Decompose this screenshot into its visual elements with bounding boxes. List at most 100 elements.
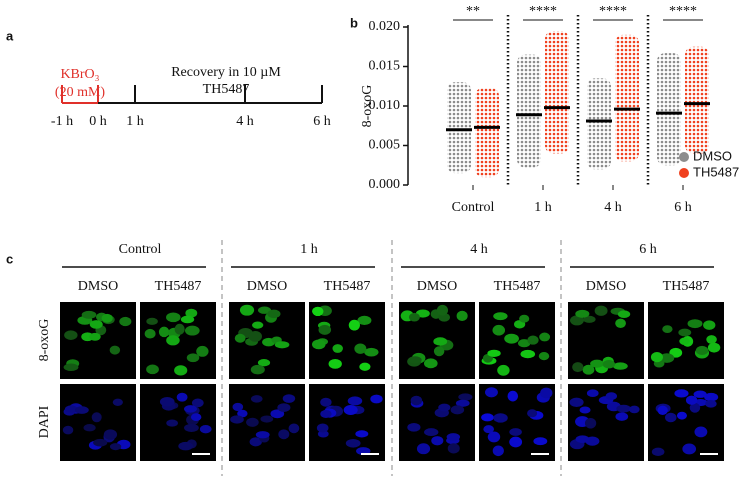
nucleus	[687, 319, 703, 329]
nucleus	[257, 359, 271, 367]
nucleus	[590, 359, 604, 368]
nucleus	[364, 347, 379, 357]
nucleus	[504, 333, 519, 344]
nucleus	[458, 393, 473, 401]
nucleus	[423, 358, 438, 369]
nucleus	[288, 423, 300, 434]
nucleus	[180, 315, 195, 324]
nucleus	[575, 435, 590, 443]
nucleus	[311, 339, 326, 350]
nucleus	[320, 409, 332, 418]
nucleus	[650, 352, 663, 363]
nucleus	[357, 315, 372, 326]
nucleus	[674, 389, 689, 398]
nucleus	[433, 346, 445, 357]
nucleus	[517, 339, 531, 348]
nucleus	[166, 312, 181, 323]
nucleus	[89, 332, 101, 341]
group-label: Control	[119, 242, 162, 257]
column-label: TH5487	[155, 279, 202, 294]
nucleus	[109, 345, 121, 355]
nucleus	[509, 436, 523, 448]
row-label: DAPI	[37, 405, 52, 438]
column-label: DMSO	[78, 279, 118, 294]
timeline: KBrO₃ (20 mM) Recovery in 10 µM TH5487	[55, 65, 323, 104]
nucleus	[602, 360, 616, 369]
nucleus	[190, 413, 202, 422]
nucleus	[487, 431, 501, 443]
nucleus	[196, 345, 209, 357]
nucleus	[705, 400, 717, 408]
y-tick-label: 0.015	[369, 59, 401, 74]
image-panel: Control DMSO TH5487 1 h DMSO TH5487 4 h DMSO TH5…	[37, 240, 724, 476]
nucleus	[199, 424, 212, 434]
group-label: 4 h	[470, 242, 488, 257]
nucleus	[328, 358, 342, 369]
nucleus	[146, 317, 158, 325]
time-label: 1 h	[126, 114, 144, 129]
nucleus	[485, 387, 498, 398]
nucleus	[615, 318, 626, 328]
nucleus	[332, 344, 343, 353]
nucleus	[234, 333, 246, 343]
nucleus	[89, 320, 103, 329]
column-label: TH5487	[494, 279, 541, 294]
nucleus	[438, 403, 451, 412]
nucleus	[582, 364, 595, 375]
column-label: DMSO	[417, 279, 457, 294]
nucleus	[185, 308, 198, 318]
nucleus	[74, 406, 89, 414]
nucleus	[456, 310, 468, 321]
nucleus	[594, 305, 608, 316]
y-tick-label: 0.020	[369, 19, 401, 34]
legend-label: TH5487	[693, 164, 739, 179]
nucleus	[355, 430, 369, 438]
x-tick-label: 6 h	[674, 200, 692, 215]
nucleus	[662, 325, 673, 334]
nucleus	[174, 323, 185, 335]
nucleus	[424, 428, 439, 437]
nucleus	[166, 419, 178, 427]
column-label: TH5487	[663, 279, 710, 294]
nucleus	[112, 398, 123, 406]
nucleus	[186, 353, 200, 363]
nucleus	[91, 412, 102, 423]
nucleus	[158, 326, 170, 338]
nucleus	[267, 309, 281, 319]
y-tick-label: 0.000	[369, 177, 401, 192]
nucleus	[520, 349, 536, 359]
column-label: DMSO	[247, 279, 287, 294]
panel-label: c	[6, 251, 13, 266]
nucleus	[320, 397, 332, 407]
nucleus	[249, 437, 262, 447]
point-spread	[657, 53, 681, 166]
nucleus	[492, 324, 506, 336]
time-label: 6 h	[313, 114, 331, 129]
time-label: 0 h	[89, 114, 107, 129]
nucleus	[407, 422, 421, 432]
nucleus	[579, 406, 591, 414]
group-label: 1 h	[300, 242, 318, 257]
nucleus	[493, 312, 508, 321]
nucleus	[146, 364, 159, 375]
nucleus	[706, 335, 717, 344]
nucleus	[519, 314, 530, 323]
nucleus	[159, 396, 175, 407]
nucleus	[277, 403, 291, 412]
nucleus	[178, 441, 194, 451]
nucleus	[616, 404, 631, 413]
nucleus	[704, 392, 719, 402]
nucleus	[119, 316, 132, 327]
nucleus	[540, 387, 553, 399]
nucleus	[250, 364, 265, 375]
nucleus	[679, 337, 690, 345]
nucleus	[693, 390, 707, 398]
nucleus	[487, 349, 501, 357]
nucleus	[410, 395, 423, 406]
nucleus	[507, 390, 519, 402]
nucleus	[538, 351, 550, 361]
nucleus	[64, 330, 78, 340]
nucleus	[481, 413, 494, 422]
nucleus	[433, 337, 448, 346]
